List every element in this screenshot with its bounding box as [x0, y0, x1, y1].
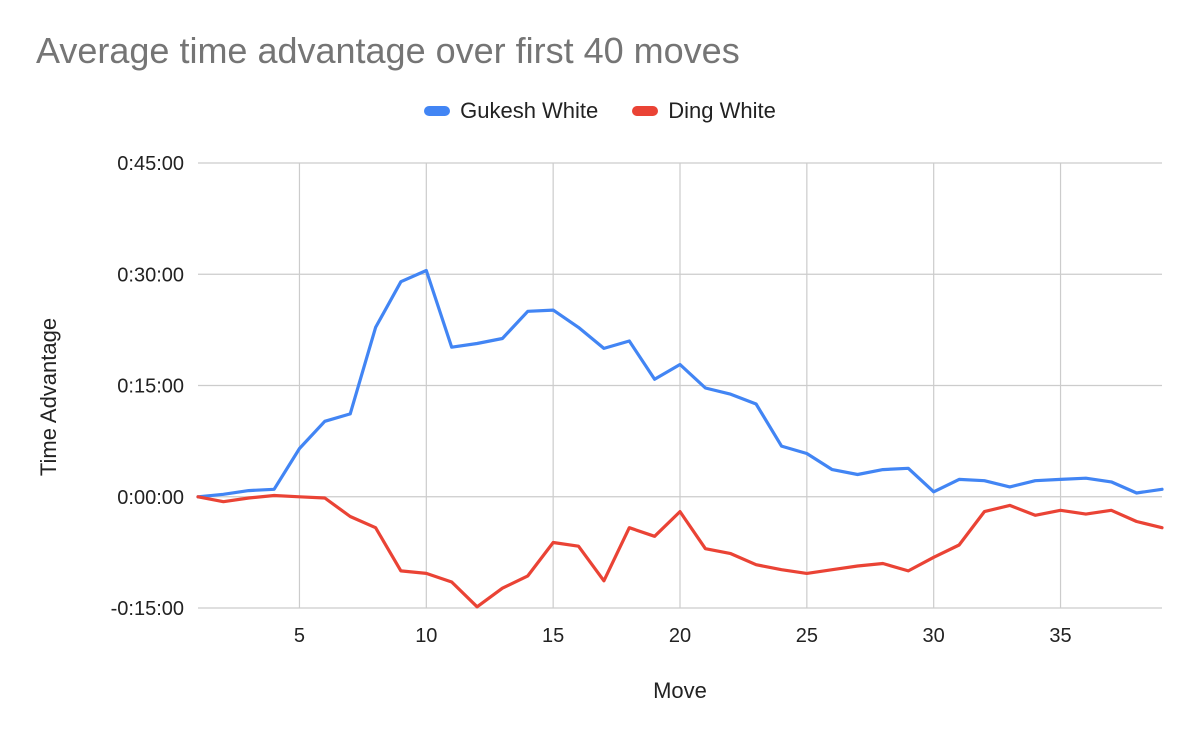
x-tick-label: 35 [1049, 625, 1071, 647]
y-tick-label: 0:30:00 [117, 264, 184, 286]
y-tick-label: -0:15:00 [111, 598, 184, 620]
series-lines [196, 268, 1164, 609]
x-tick-label: 20 [669, 625, 691, 647]
legend-item-gukesh[interactable]: Gukesh White [424, 98, 598, 124]
chart-title: Average time advantage over first 40 mov… [36, 30, 740, 71]
series-line-ding-white[interactable] [196, 493, 1164, 609]
x-tick-label: 10 [415, 625, 437, 647]
x-tick-labels: 5 10 15 20 25 30 35 [294, 625, 1072, 647]
legend-swatch-gukesh [424, 106, 451, 116]
series-line-gukesh-white[interactable] [196, 268, 1164, 499]
legend: Gukesh White Ding White [0, 98, 1200, 124]
legend-swatch-ding [632, 106, 659, 116]
legend-label-gukesh: Gukesh White [460, 98, 599, 123]
x-tick-label: 25 [796, 625, 818, 647]
x-tick-label: 30 [923, 625, 945, 647]
y-tick-label: 0:45:00 [117, 153, 184, 175]
y-tick-label: 0:00:00 [117, 487, 184, 509]
y-tick-label: 0:15:00 [117, 376, 184, 398]
legend-item-ding[interactable]: Ding White [632, 98, 776, 124]
x-tick-label: 5 [294, 625, 305, 647]
grid-lines [198, 162, 1162, 609]
x-tick-label: 15 [542, 625, 564, 647]
y-axis-title: Time Advantage [36, 318, 61, 476]
y-tick-labels: -0:15:00 0:00:00 0:15:00 0:30:00 0:45:00 [111, 153, 184, 620]
x-axis-title: Move [653, 678, 707, 703]
legend-label-ding: Ding White [668, 98, 776, 123]
